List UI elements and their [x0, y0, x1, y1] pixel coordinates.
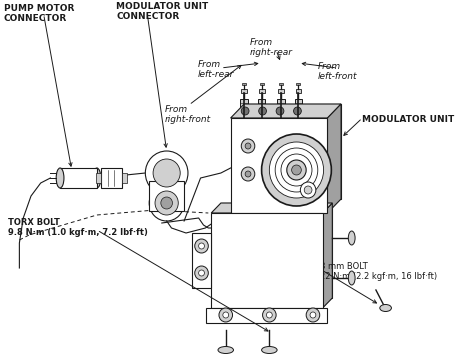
Circle shape — [146, 151, 188, 195]
Ellipse shape — [56, 168, 64, 188]
Bar — [149, 181, 184, 211]
Circle shape — [281, 154, 312, 186]
Bar — [294, 99, 302, 111]
Circle shape — [223, 312, 228, 318]
Text: 8 mm BOLT
22 N·m (2.2 kgf·m, 16 lbf·ft): 8 mm BOLT 22 N·m (2.2 kgf·m, 16 lbf·ft) — [320, 262, 437, 281]
Circle shape — [149, 185, 184, 221]
Circle shape — [199, 270, 204, 276]
Circle shape — [155, 191, 178, 215]
Bar — [258, 99, 265, 111]
Circle shape — [241, 139, 255, 153]
Bar — [60, 168, 97, 188]
Bar — [192, 233, 211, 288]
Polygon shape — [328, 104, 341, 213]
Circle shape — [269, 142, 324, 198]
Bar — [277, 99, 285, 111]
Bar — [96, 173, 101, 183]
Circle shape — [287, 160, 306, 180]
Bar — [211, 213, 323, 308]
Bar — [278, 89, 284, 93]
Circle shape — [245, 143, 251, 149]
Polygon shape — [323, 203, 332, 308]
Circle shape — [161, 197, 173, 209]
Circle shape — [293, 107, 301, 115]
Bar — [241, 89, 247, 93]
Circle shape — [199, 243, 204, 249]
Bar — [244, 104, 341, 199]
Circle shape — [306, 308, 320, 322]
Ellipse shape — [348, 271, 355, 285]
Bar — [240, 99, 248, 111]
Circle shape — [153, 159, 180, 187]
Bar — [122, 173, 127, 183]
Circle shape — [301, 182, 316, 198]
Text: From
right-rear: From right-rear — [250, 38, 293, 57]
Bar — [221, 203, 332, 298]
Circle shape — [245, 171, 251, 177]
Text: PUMP MOTOR
CONNECTOR: PUMP MOTOR CONNECTOR — [4, 4, 74, 23]
Circle shape — [219, 308, 233, 322]
Text: MODULATOR UNIT: MODULATOR UNIT — [362, 115, 455, 124]
Bar — [296, 83, 301, 85]
Text: From
left-rear: From left-rear — [198, 60, 234, 79]
Ellipse shape — [218, 346, 234, 354]
Circle shape — [276, 107, 284, 115]
Bar — [242, 83, 246, 85]
Bar — [259, 89, 264, 93]
Circle shape — [310, 312, 316, 318]
Bar — [206, 308, 328, 323]
Circle shape — [304, 186, 312, 194]
Circle shape — [275, 148, 318, 192]
Bar — [295, 89, 301, 93]
Circle shape — [195, 266, 208, 280]
Bar — [230, 118, 328, 213]
Circle shape — [241, 167, 255, 181]
Text: MODULATOR UNIT
CONNECTOR: MODULATOR UNIT CONNECTOR — [116, 2, 209, 22]
Circle shape — [195, 239, 208, 253]
Circle shape — [259, 107, 266, 115]
Circle shape — [241, 107, 249, 115]
Text: TORX BOLT
9.8 N·m (1.0 kgf·m, 7.2 lbf·ft): TORX BOLT 9.8 N·m (1.0 kgf·m, 7.2 lbf·ft… — [8, 218, 147, 237]
Circle shape — [292, 165, 301, 175]
Bar — [260, 83, 264, 85]
Ellipse shape — [380, 304, 392, 312]
Circle shape — [263, 308, 276, 322]
Bar — [279, 83, 283, 85]
Ellipse shape — [93, 168, 101, 188]
Ellipse shape — [348, 231, 355, 245]
Circle shape — [262, 134, 331, 206]
Ellipse shape — [262, 346, 277, 354]
Circle shape — [266, 312, 272, 318]
Bar — [101, 168, 122, 188]
Polygon shape — [230, 104, 341, 118]
Text: From
right-front: From right-front — [164, 105, 211, 125]
Text: From
left-front: From left-front — [318, 62, 357, 81]
Polygon shape — [211, 203, 332, 213]
